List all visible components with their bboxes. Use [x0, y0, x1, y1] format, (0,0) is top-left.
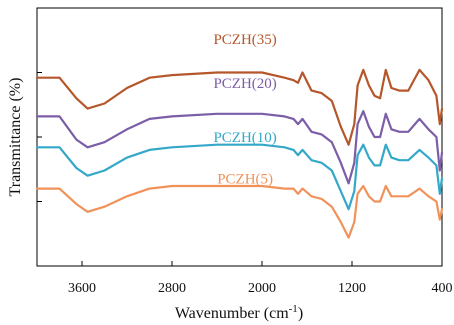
series-lines [35, 68, 444, 239]
series-line-pczh-20 [35, 110, 444, 185]
x-tick-label-1200: 1200 [338, 281, 366, 296]
x-tick-label-400: 400 [432, 281, 453, 296]
series-line-pczh-10 [35, 143, 444, 211]
y-axis-title: Transmittance (%) [7, 78, 24, 197]
x-tick-label-2800: 2800 [158, 281, 186, 296]
x-tick-label-2000: 2000 [248, 281, 276, 296]
x-tick-label-3600: 3600 [68, 281, 96, 296]
x-axis-ticks: 3600 2800 2000 1200 400 [68, 261, 453, 296]
x-axis-title: Wavenumber (cm-1) [175, 303, 303, 322]
y-axis-ticks [37, 72, 42, 202]
series-line-pczh-35 [35, 68, 444, 146]
x-axis-title-main: Wavenumber (cm [175, 305, 289, 322]
series-labels: PCZH(35) PCZH(20) PCZH(10) PCZH(5) [213, 32, 276, 187]
series-label-pczh-5: PCZH(5) [217, 171, 273, 187]
series-label-pczh-20: PCZH(20) [213, 76, 276, 92]
x-axis-title-sup: -1 [289, 303, 298, 315]
series-line-pczh-5 [35, 184, 444, 239]
x-axis-title-end: ) [298, 305, 303, 322]
series-label-pczh-35: PCZH(35) [213, 32, 276, 48]
series-label-pczh-10: PCZH(10) [213, 130, 276, 146]
